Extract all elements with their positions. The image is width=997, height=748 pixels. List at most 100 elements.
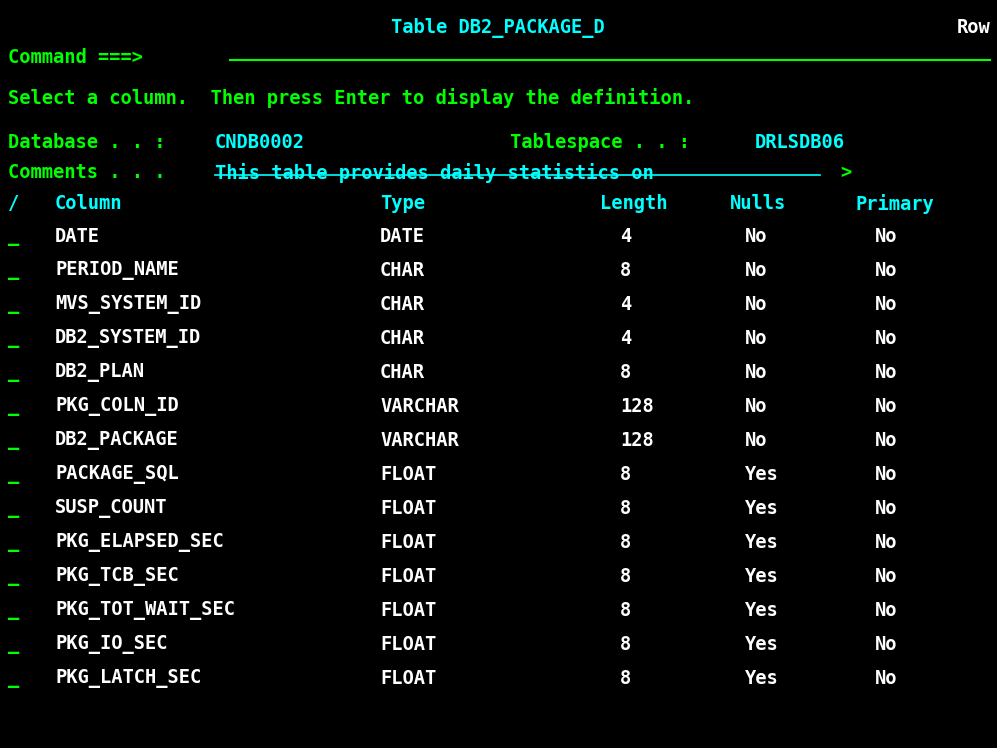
Text: DB2_SYSTEM_ID: DB2_SYSTEM_ID bbox=[55, 329, 201, 348]
Text: _: _ bbox=[8, 431, 19, 450]
Text: Database . . :: Database . . : bbox=[8, 133, 166, 152]
Text: FLOAT: FLOAT bbox=[380, 465, 437, 484]
Text: VARCHAR: VARCHAR bbox=[380, 431, 459, 450]
Text: _: _ bbox=[8, 533, 19, 552]
Text: 128: 128 bbox=[620, 397, 654, 416]
Text: Tablespace . . :: Tablespace . . : bbox=[510, 133, 690, 152]
Text: CHAR: CHAR bbox=[380, 261, 425, 280]
Text: No: No bbox=[875, 363, 897, 382]
Text: PERIOD_NAME: PERIOD_NAME bbox=[55, 261, 178, 280]
Text: No: No bbox=[745, 363, 768, 382]
Text: _: _ bbox=[8, 363, 19, 382]
Text: 8: 8 bbox=[620, 635, 631, 654]
Text: _: _ bbox=[8, 227, 19, 246]
Text: 4: 4 bbox=[620, 295, 631, 314]
Text: PACKAGE_SQL: PACKAGE_SQL bbox=[55, 465, 178, 484]
Text: _: _ bbox=[8, 465, 19, 484]
Text: Yes: Yes bbox=[745, 635, 779, 654]
Text: CHAR: CHAR bbox=[380, 329, 425, 348]
Text: _: _ bbox=[8, 397, 19, 416]
Text: Nulls: Nulls bbox=[730, 194, 787, 213]
Text: DATE: DATE bbox=[55, 227, 100, 246]
Text: >: > bbox=[840, 163, 851, 182]
Text: No: No bbox=[745, 431, 768, 450]
Text: FLOAT: FLOAT bbox=[380, 533, 437, 552]
Text: DRLSDB06: DRLSDB06 bbox=[755, 133, 845, 152]
Text: Yes: Yes bbox=[745, 533, 779, 552]
Text: 8: 8 bbox=[620, 567, 631, 586]
Text: No: No bbox=[875, 431, 897, 450]
Text: 8: 8 bbox=[620, 533, 631, 552]
Text: DATE: DATE bbox=[380, 227, 425, 246]
Text: Table DB2_PACKAGE_D: Table DB2_PACKAGE_D bbox=[391, 18, 605, 38]
Text: Select a column.  Then press Enter to display the definition.: Select a column. Then press Enter to dis… bbox=[8, 88, 694, 108]
Text: Row: Row bbox=[956, 18, 990, 37]
Text: PKG_ELAPSED_SEC: PKG_ELAPSED_SEC bbox=[55, 533, 223, 552]
Text: DB2_PACKAGE: DB2_PACKAGE bbox=[55, 431, 178, 450]
Text: No: No bbox=[875, 601, 897, 620]
Text: 8: 8 bbox=[620, 601, 631, 620]
Text: /: / bbox=[8, 194, 19, 213]
Text: No: No bbox=[875, 397, 897, 416]
Text: _: _ bbox=[8, 499, 19, 518]
Text: CHAR: CHAR bbox=[380, 363, 425, 382]
Text: No: No bbox=[875, 635, 897, 654]
Text: No: No bbox=[875, 295, 897, 314]
Text: Yes: Yes bbox=[745, 601, 779, 620]
Text: FLOAT: FLOAT bbox=[380, 567, 437, 586]
Text: No: No bbox=[745, 227, 768, 246]
Text: No: No bbox=[745, 261, 768, 280]
Text: No: No bbox=[875, 261, 897, 280]
Text: FLOAT: FLOAT bbox=[380, 635, 437, 654]
Text: No: No bbox=[745, 295, 768, 314]
Text: FLOAT: FLOAT bbox=[380, 499, 437, 518]
Text: 8: 8 bbox=[620, 499, 631, 518]
Text: 8: 8 bbox=[620, 363, 631, 382]
Text: _: _ bbox=[8, 635, 19, 654]
Text: FLOAT: FLOAT bbox=[380, 669, 437, 688]
Text: PKG_COLN_ID: PKG_COLN_ID bbox=[55, 397, 178, 416]
Text: Primary: Primary bbox=[855, 194, 934, 214]
Text: Column: Column bbox=[55, 194, 123, 213]
Text: PKG_LATCH_SEC: PKG_LATCH_SEC bbox=[55, 669, 201, 688]
Text: Yes: Yes bbox=[745, 499, 779, 518]
Text: This table provides daily statistics on: This table provides daily statistics on bbox=[215, 163, 654, 183]
Text: No: No bbox=[745, 329, 768, 348]
Text: _: _ bbox=[8, 567, 19, 586]
Text: 4: 4 bbox=[620, 329, 631, 348]
Text: Type: Type bbox=[380, 194, 425, 213]
Text: Yes: Yes bbox=[745, 567, 779, 586]
Text: 8: 8 bbox=[620, 669, 631, 688]
Text: Command ===>: Command ===> bbox=[8, 48, 143, 67]
Text: 8: 8 bbox=[620, 465, 631, 484]
Text: No: No bbox=[745, 397, 768, 416]
Text: No: No bbox=[875, 567, 897, 586]
Text: No: No bbox=[875, 227, 897, 246]
Text: SUSP_COUNT: SUSP_COUNT bbox=[55, 499, 167, 518]
Text: 4: 4 bbox=[620, 227, 631, 246]
Text: Comments . . .: Comments . . . bbox=[8, 163, 166, 182]
Text: No: No bbox=[875, 499, 897, 518]
Text: PKG_TCB_SEC: PKG_TCB_SEC bbox=[55, 567, 178, 586]
Text: PKG_TOT_WAIT_SEC: PKG_TOT_WAIT_SEC bbox=[55, 601, 235, 620]
Text: _: _ bbox=[8, 295, 19, 314]
Text: Yes: Yes bbox=[745, 465, 779, 484]
Text: PKG_IO_SEC: PKG_IO_SEC bbox=[55, 635, 167, 654]
Text: _: _ bbox=[8, 601, 19, 620]
Text: No: No bbox=[875, 669, 897, 688]
Text: No: No bbox=[875, 465, 897, 484]
Text: 8: 8 bbox=[620, 261, 631, 280]
Text: _: _ bbox=[8, 329, 19, 348]
Text: _: _ bbox=[8, 261, 19, 280]
Text: MVS_SYSTEM_ID: MVS_SYSTEM_ID bbox=[55, 295, 201, 314]
Text: Length: Length bbox=[600, 194, 668, 213]
Text: CNDB0002: CNDB0002 bbox=[215, 133, 305, 152]
Text: _: _ bbox=[8, 669, 19, 688]
Text: FLOAT: FLOAT bbox=[380, 601, 437, 620]
Text: CHAR: CHAR bbox=[380, 295, 425, 314]
Text: Yes: Yes bbox=[745, 669, 779, 688]
Text: DB2_PLAN: DB2_PLAN bbox=[55, 363, 145, 382]
Text: No: No bbox=[875, 329, 897, 348]
Text: 128: 128 bbox=[620, 431, 654, 450]
Text: VARCHAR: VARCHAR bbox=[380, 397, 459, 416]
